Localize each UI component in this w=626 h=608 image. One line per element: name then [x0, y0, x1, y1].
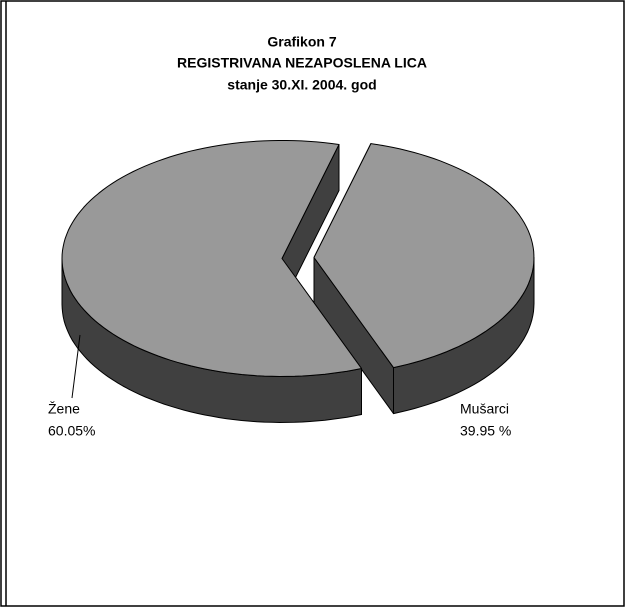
slice [313, 143, 535, 369]
data-label-value: 60.05% [48, 423, 95, 439]
leader-line [71, 334, 81, 399]
chart-title: REGISTRIVANA NEZAPOSLENA LICA [177, 55, 427, 71]
chart-title: stanje 30.XI. 2004. god [227, 77, 376, 93]
slice [61, 140, 362, 377]
data-label-value: 39.95 % [460, 423, 511, 439]
chart-title: Grafikon 7 [267, 34, 336, 50]
data-label-name: Mušarci [460, 401, 509, 417]
data-label-name: Žene [48, 401, 80, 417]
